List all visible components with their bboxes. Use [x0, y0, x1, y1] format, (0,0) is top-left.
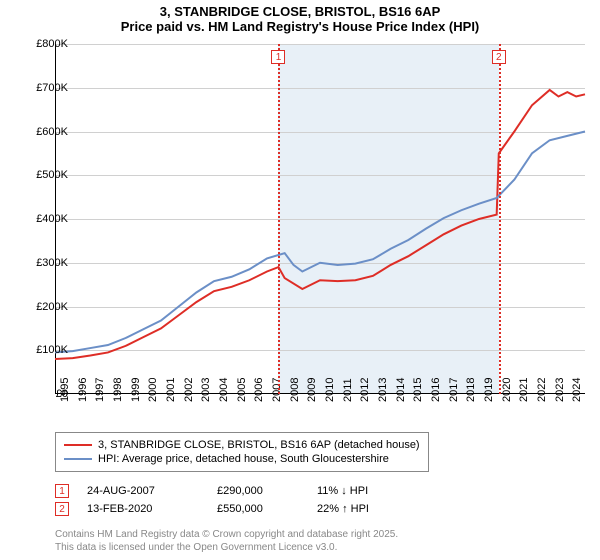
y-tick-label: £200K	[36, 301, 68, 313]
x-tick-label: 2000	[147, 378, 159, 402]
event-price: £550,000	[217, 503, 317, 515]
y-tick-label: £700K	[36, 82, 68, 94]
event-marker-badge: 1	[55, 484, 69, 498]
legend-swatch	[64, 458, 92, 460]
marker-badge: 1	[271, 50, 285, 64]
event-date: 24-AUG-2007	[87, 485, 217, 497]
x-tick-label: 2006	[253, 378, 265, 402]
x-tick-label: 2005	[236, 378, 248, 402]
marker-line	[278, 44, 280, 394]
x-tick-label: 2018	[465, 378, 477, 402]
x-tick-label: 2007	[271, 378, 283, 402]
marker-line	[499, 44, 501, 394]
series-hpi	[55, 132, 585, 353]
x-tick-label: 2024	[571, 378, 583, 402]
legend-label: HPI: Average price, detached house, Sout…	[98, 453, 389, 465]
x-tick-label: 2021	[518, 378, 530, 402]
x-tick-label: 1995	[59, 378, 71, 402]
x-tick-label: 2008	[289, 378, 301, 402]
legend: 3, STANBRIDGE CLOSE, BRISTOL, BS16 6AP (…	[55, 432, 429, 472]
x-tick-label: 2002	[183, 378, 195, 402]
series-price_paid	[55, 90, 585, 359]
x-tick-label: 2016	[430, 378, 442, 402]
event-marker-badge: 2	[55, 502, 69, 516]
x-tick-label: 2004	[218, 378, 230, 402]
chart-title: 3, STANBRIDGE CLOSE, BRISTOL, BS16 6AP	[0, 0, 600, 19]
x-tick-label: 2012	[359, 378, 371, 402]
y-tick-label: £500K	[36, 169, 68, 181]
x-tick-label: 2011	[342, 378, 354, 402]
legend-label: 3, STANBRIDGE CLOSE, BRISTOL, BS16 6AP (…	[98, 439, 420, 451]
x-tick-label: 2020	[501, 378, 513, 402]
legend-item: 3, STANBRIDGE CLOSE, BRISTOL, BS16 6AP (…	[64, 439, 420, 451]
x-tick-label: 2001	[165, 378, 177, 402]
x-tick-label: 1996	[77, 378, 89, 402]
event-list: 1 24-AUG-2007£290,00011% ↓ HPI 2 13-FEB-202…	[55, 480, 369, 520]
x-tick-label: 1999	[130, 378, 142, 402]
x-tick-label: 1998	[112, 378, 124, 402]
x-tick-label: 2003	[200, 378, 212, 402]
marker-badge: 2	[492, 50, 506, 64]
x-tick-label: 2010	[324, 378, 336, 402]
event-row: 2 13-FEB-2020£550,00022% ↑ HPI	[55, 502, 369, 516]
x-tick-label: 2009	[306, 378, 318, 402]
footer-line: Contains HM Land Registry data © Crown c…	[55, 528, 398, 541]
x-tick-label: 2019	[483, 378, 495, 402]
event-date: 13-FEB-2020	[87, 503, 217, 515]
x-tick-label: 2013	[377, 378, 389, 402]
x-tick-label: 1997	[94, 378, 106, 402]
y-tick-label: £300K	[36, 257, 68, 269]
event-row: 1 24-AUG-2007£290,00011% ↓ HPI	[55, 484, 369, 498]
footer-attribution: Contains HM Land Registry data © Crown c…	[55, 528, 398, 554]
x-tick-label: 2017	[448, 378, 460, 402]
event-price: £290,000	[217, 485, 317, 497]
x-tick-label: 2023	[554, 378, 566, 402]
x-tick-label: 2015	[412, 378, 424, 402]
footer-line: This data is licensed under the Open Gov…	[55, 541, 398, 554]
event-delta: 22% ↑ HPI	[317, 503, 369, 515]
y-tick-label: £400K	[36, 213, 68, 225]
y-tick-label: £800K	[36, 38, 68, 50]
chart-lines	[55, 44, 585, 394]
legend-swatch	[64, 444, 92, 446]
chart-subtitle: Price paid vs. HM Land Registry's House …	[0, 19, 600, 34]
legend-item: HPI: Average price, detached house, Sout…	[64, 453, 420, 465]
event-delta: 11% ↓ HPI	[317, 485, 368, 497]
y-tick-label: £600K	[36, 126, 68, 138]
x-tick-label: 2022	[536, 378, 548, 402]
y-tick-label: £100K	[36, 344, 68, 356]
x-tick-label: 2014	[395, 378, 407, 402]
